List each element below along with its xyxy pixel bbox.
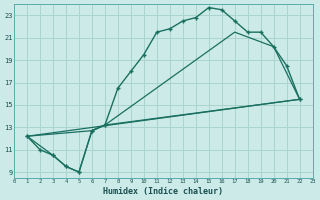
- X-axis label: Humidex (Indice chaleur): Humidex (Indice chaleur): [103, 187, 223, 196]
